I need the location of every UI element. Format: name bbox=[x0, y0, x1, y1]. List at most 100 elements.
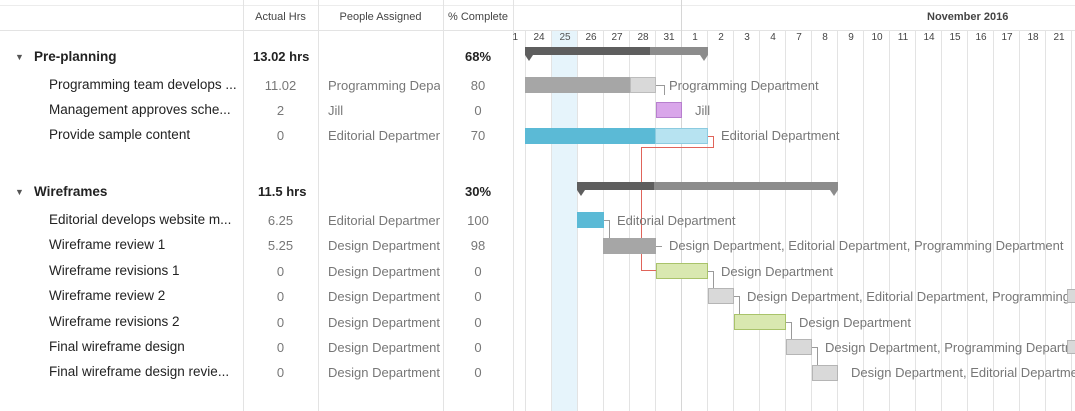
day-gridline bbox=[967, 31, 968, 411]
task-percent-complete[interactable]: 0 bbox=[474, 103, 482, 118]
day-label: 14 bbox=[923, 32, 935, 43]
month-label: November 2016 bbox=[927, 11, 1009, 23]
day-gridline bbox=[785, 31, 786, 411]
task-name[interactable]: Wireframe revisions 1 bbox=[49, 263, 180, 278]
task-actual-hrs[interactable]: 0 bbox=[276, 340, 285, 355]
summary-bar-remaining[interactable] bbox=[654, 182, 838, 190]
task-name[interactable]: Provide sample content bbox=[49, 127, 191, 142]
task-bar-label: Editorial Department bbox=[617, 213, 736, 228]
dependency-connector bbox=[604, 220, 610, 221]
task-people-assigned[interactable]: Editorial Departmen bbox=[328, 213, 440, 228]
task-people-assigned[interactable]: Design Department bbox=[328, 315, 440, 330]
day-label: 17 bbox=[1001, 32, 1013, 43]
day-label: 31 bbox=[663, 32, 675, 43]
task-bar-progress[interactable] bbox=[525, 77, 630, 93]
task-actual-hrs[interactable]: 0 bbox=[276, 315, 285, 330]
task-bar-progress[interactable] bbox=[525, 128, 655, 144]
day-label: 11 bbox=[897, 32, 909, 43]
day-label: 8 bbox=[822, 32, 828, 43]
task-bar[interactable] bbox=[656, 102, 682, 118]
task-people-assigned[interactable]: Design Department bbox=[328, 264, 440, 279]
day-label: 26 bbox=[585, 32, 597, 43]
header-top-border bbox=[0, 5, 1075, 6]
task-bar[interactable] bbox=[786, 339, 812, 355]
summary-bar-progress[interactable] bbox=[577, 182, 654, 190]
summary-bar-progress[interactable] bbox=[525, 47, 650, 55]
task-bar[interactable] bbox=[812, 365, 838, 381]
column-divider[interactable] bbox=[513, 0, 514, 411]
task-name[interactable]: Wireframe review 2 bbox=[49, 288, 166, 303]
column-header-people-assigned[interactable]: People Assigned bbox=[339, 11, 422, 23]
day-label: 1 bbox=[692, 32, 698, 43]
task-people-assigned[interactable]: Design Department, bbox=[328, 365, 440, 380]
task-bar[interactable] bbox=[603, 238, 656, 254]
day-label: 25 bbox=[559, 32, 571, 43]
task-percent-complete[interactable]: 80 bbox=[470, 78, 486, 93]
task-actual-hrs[interactable]: 0 bbox=[276, 128, 285, 143]
group-percent-complete: 30% bbox=[464, 184, 492, 199]
summary-bar-end-cap bbox=[700, 55, 708, 61]
task-people-assigned[interactable]: Programming Depar bbox=[328, 78, 440, 93]
group-name-wireframes[interactable]: Wireframes bbox=[34, 184, 108, 199]
task-bar-overflow[interactable] bbox=[1067, 289, 1075, 303]
task-bar[interactable] bbox=[734, 314, 786, 330]
task-bar[interactable] bbox=[708, 288, 734, 304]
summary-bar-remaining[interactable] bbox=[650, 47, 708, 55]
task-percent-complete[interactable]: 0 bbox=[474, 315, 482, 330]
task-percent-complete[interactable]: 100 bbox=[467, 213, 489, 228]
column-divider bbox=[243, 0, 244, 411]
task-name[interactable]: Management approves sche... bbox=[49, 102, 231, 117]
column-divider bbox=[318, 0, 319, 411]
task-bar-overflow[interactable] bbox=[1067, 340, 1075, 354]
column-header-actual-hrs[interactable]: Actual Hrs bbox=[255, 11, 306, 23]
task-actual-hrs[interactable]: 0 bbox=[276, 289, 285, 304]
day-label: 9 bbox=[848, 32, 854, 43]
task-people-assigned[interactable]: Design Department, bbox=[328, 289, 440, 304]
task-actual-hrs[interactable]: 5.25 bbox=[267, 238, 294, 253]
task-name[interactable]: Wireframe revisions 2 bbox=[49, 314, 180, 329]
task-bar[interactable] bbox=[656, 263, 708, 279]
task-percent-complete[interactable]: 98 bbox=[470, 238, 486, 253]
task-people-assigned[interactable]: Jill bbox=[328, 103, 344, 118]
day-gridline bbox=[889, 31, 890, 411]
day-label: 24 bbox=[533, 32, 545, 43]
day-gridline bbox=[1045, 31, 1046, 411]
task-percent-complete[interactable]: 0 bbox=[474, 264, 482, 279]
collapse-caret-icon[interactable]: ▼ bbox=[15, 187, 24, 197]
group-name-pre-planning[interactable]: Pre-planning bbox=[34, 49, 117, 64]
dependency-connector bbox=[739, 296, 740, 314]
task-actual-hrs[interactable]: 0 bbox=[276, 365, 285, 380]
dependency-connector bbox=[656, 246, 662, 247]
task-percent-complete[interactable]: 70 bbox=[470, 128, 486, 143]
task-actual-hrs[interactable]: 0 bbox=[276, 264, 285, 279]
day-gridline bbox=[525, 31, 526, 411]
task-bar-remaining[interactable] bbox=[630, 77, 656, 93]
today-highlight bbox=[552, 31, 577, 411]
task-percent-complete[interactable]: 0 bbox=[474, 365, 482, 380]
task-percent-complete[interactable]: 0 bbox=[474, 340, 482, 355]
task-name[interactable]: Wireframe review 1 bbox=[49, 237, 166, 252]
task-name[interactable]: Final wireframe design bbox=[49, 339, 185, 354]
task-bar[interactable] bbox=[577, 212, 604, 228]
day-label: 1 bbox=[512, 32, 518, 43]
task-actual-hrs[interactable]: 6.25 bbox=[267, 213, 294, 228]
task-name[interactable]: Programming team develops ... bbox=[49, 77, 237, 92]
task-name[interactable]: Editorial develops website m... bbox=[49, 212, 232, 227]
task-actual-hrs[interactable]: 2 bbox=[276, 103, 285, 118]
task-percent-complete[interactable]: 0 bbox=[474, 289, 482, 304]
task-people-assigned[interactable]: Design Department, bbox=[328, 238, 440, 253]
day-label: 16 bbox=[975, 32, 987, 43]
day-gridline bbox=[1071, 31, 1072, 411]
task-actual-hrs[interactable]: 11.02 bbox=[264, 78, 297, 93]
group-actual-hrs: 11.5 hrs bbox=[258, 184, 307, 199]
column-header-percent-complete[interactable]: % Complete bbox=[448, 11, 508, 23]
task-people-assigned[interactable]: Design Department, bbox=[328, 340, 440, 355]
task-name[interactable]: Final wireframe design revie... bbox=[49, 364, 230, 379]
task-bar-label: Jill bbox=[695, 103, 711, 118]
collapse-caret-icon[interactable]: ▼ bbox=[15, 52, 24, 62]
day-label: 21 bbox=[1053, 32, 1065, 43]
task-bar-remaining[interactable] bbox=[655, 128, 708, 144]
day-gridline bbox=[1019, 31, 1020, 411]
task-people-assigned[interactable]: Editorial Departmen bbox=[328, 128, 440, 143]
day-label: 18 bbox=[1027, 32, 1039, 43]
